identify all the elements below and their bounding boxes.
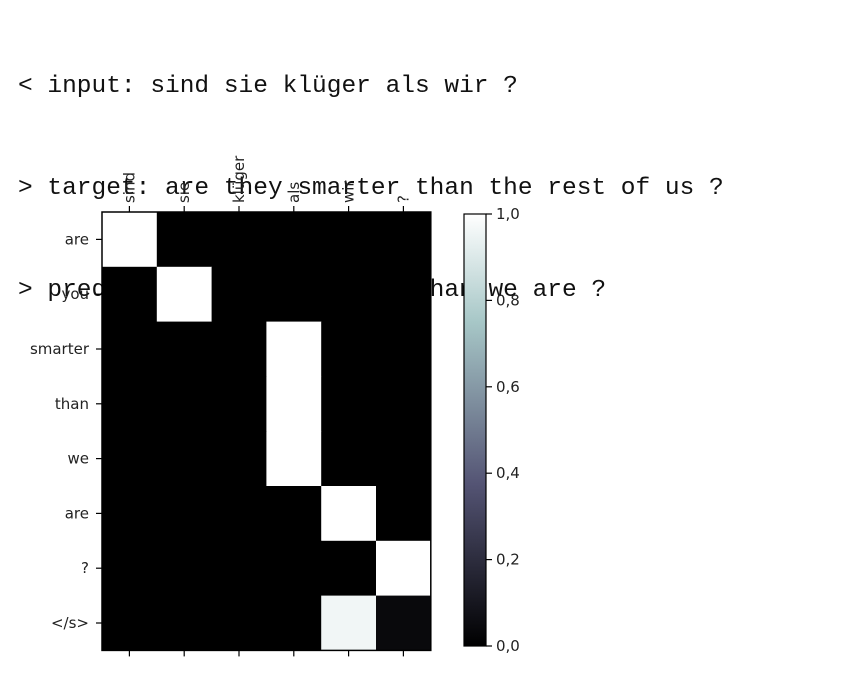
heatmap-cell <box>376 431 432 487</box>
heatmap-cell <box>156 321 213 377</box>
target-text: are they smarter than the rest of us ? <box>165 175 724 202</box>
input-key: input: <box>47 73 136 100</box>
target-line: > target: are they smarter than the rest… <box>18 172 724 206</box>
y-tick-label: you <box>61 285 89 303</box>
heatmap-cell <box>102 595 158 651</box>
heatmap-cell <box>211 266 267 323</box>
heatmap-frame <box>101 211 432 652</box>
heatmap-cell <box>156 376 213 432</box>
x-tick-label: sind <box>120 172 138 203</box>
heatmap-cell <box>211 486 267 542</box>
colorbar-tick-label: 0,0 <box>496 637 520 655</box>
heatmap-cell <box>266 266 322 323</box>
y-tick-label: than <box>55 395 89 413</box>
colorbar-tick-label: 1,0 <box>496 205 520 223</box>
heatmap-cell <box>156 212 213 268</box>
heatmap-cell <box>266 540 322 597</box>
heatmap-cell <box>102 376 158 432</box>
heatmap-cell <box>102 486 158 542</box>
heatmap-cell <box>102 321 158 377</box>
heatmap-cell <box>321 266 377 323</box>
heatmap-cell <box>266 321 322 377</box>
heatmap-cell <box>211 540 267 597</box>
input-text: sind sie klüger als wir ? <box>150 73 518 100</box>
heatmap-cell <box>376 266 432 323</box>
heatmap-cell <box>156 266 213 323</box>
heatmap-cell <box>376 321 432 377</box>
colorbar-tick-label: 0,8 <box>496 291 520 309</box>
heatmap-cell <box>266 486 322 542</box>
y-tick-label: are <box>65 230 89 248</box>
heatmap-cell <box>156 595 213 651</box>
heatmap-cell <box>321 212 377 268</box>
heatmap-cells <box>102 212 432 651</box>
heatmap-cell <box>266 376 322 432</box>
y-tick-label: are <box>65 504 89 522</box>
heatmap-cell <box>266 431 322 487</box>
input-line: < input: sind sie klüger als wir ? <box>18 70 724 104</box>
heatmap-cell <box>102 431 158 487</box>
predict-prefix: > <box>18 277 33 304</box>
heatmap-cell <box>376 540 432 597</box>
heatmap-cell <box>376 486 432 542</box>
heatmap-cell <box>211 431 267 487</box>
heatmap-cell <box>321 431 377 487</box>
colorbar-bar <box>463 213 487 647</box>
x-tick-label: klüger <box>230 155 248 203</box>
heatmap-cell <box>266 212 322 268</box>
x-tick-label: sie <box>175 182 193 203</box>
y-tick-label: ? <box>81 559 89 577</box>
heatmap-cell <box>211 212 267 268</box>
heatmap-cell <box>376 376 432 432</box>
input-prefix: < <box>18 73 33 100</box>
heatmap-cell <box>211 321 267 377</box>
heatmap-cell <box>156 486 213 542</box>
heatmap-cell <box>321 595 377 651</box>
colorbar-tick-label: 0,2 <box>496 551 520 569</box>
heatmap-cell <box>156 540 213 597</box>
x-tick-label: wir <box>340 180 358 203</box>
y-tick-label: </s> <box>51 614 89 632</box>
target-key: target: <box>47 175 151 202</box>
target-prefix: > <box>18 175 33 202</box>
y-tick-label: smarter <box>30 340 90 358</box>
heatmap-cell <box>321 376 377 432</box>
heatmap-cell <box>266 595 322 651</box>
colorbar-tick-label: 0,4 <box>496 464 520 482</box>
colorbar: 0,0 0,2 0,4 0,6 0,8 1,0 <box>463 205 520 655</box>
heatmap-cell <box>102 212 158 268</box>
y-tick-label: we <box>68 450 90 468</box>
heatmap-cell <box>321 540 377 597</box>
heatmap-cell <box>156 431 213 487</box>
colorbar-tick-label: 0,6 <box>496 378 520 396</box>
heatmap-cell <box>102 540 158 597</box>
heatmap-cell <box>321 486 377 542</box>
heatmap-cell <box>211 376 267 432</box>
heatmap-axes: sind sie klüger als wir ? are you smarter than we a… <box>30 155 432 657</box>
x-tick-label: ? <box>394 195 412 203</box>
heatmap-cell <box>102 266 158 323</box>
heatmap-cell <box>376 595 432 651</box>
heatmap-cell <box>321 321 377 377</box>
heatmap-cell <box>211 595 267 651</box>
x-tick-label: als <box>285 182 303 203</box>
heatmap-cell <box>376 212 432 268</box>
